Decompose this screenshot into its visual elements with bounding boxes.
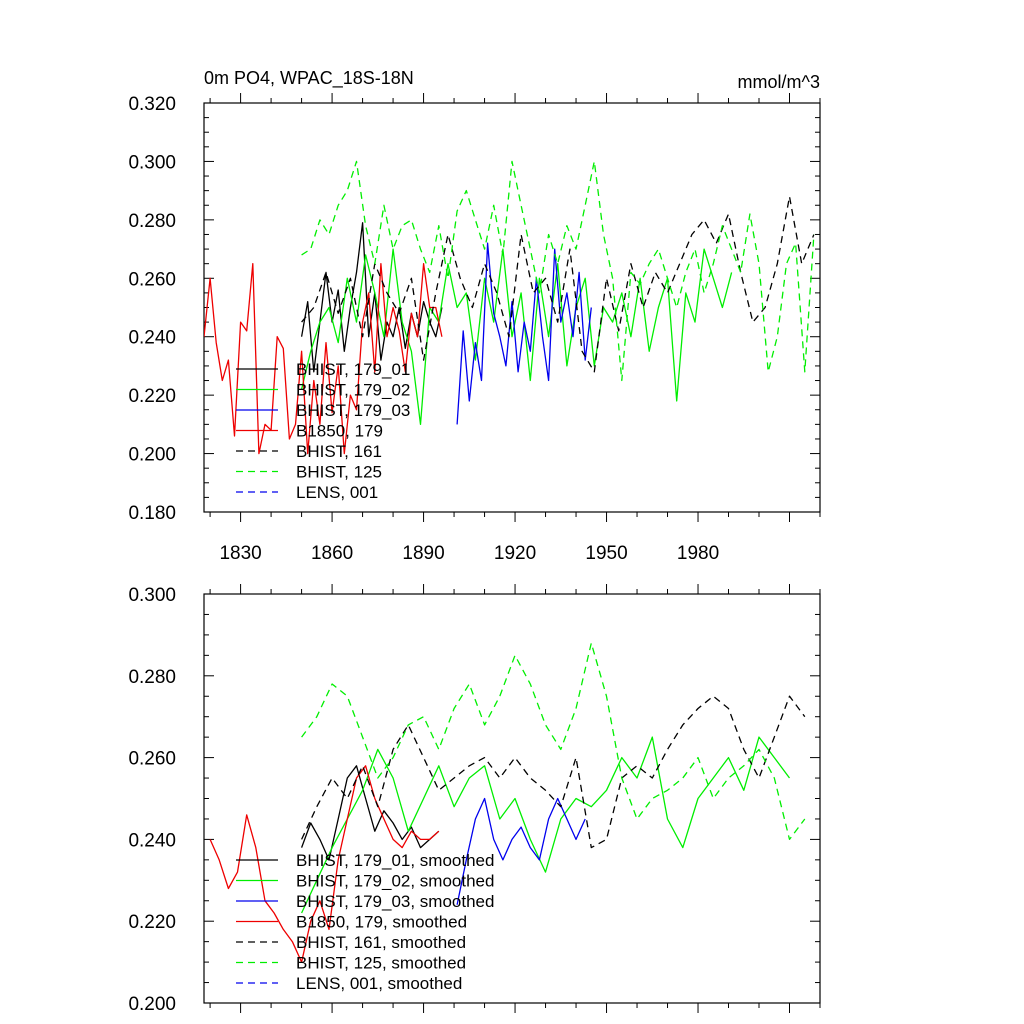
legend-label: B1850, 179 (296, 422, 383, 441)
legend-label: BHIST, 179_03 (296, 401, 410, 420)
plot-title: 0m PO4, WPAC_18S-18N (204, 68, 414, 89)
x-tick-label: 1860 (311, 543, 353, 564)
series-line-1 (300, 765, 440, 861)
y-tick-label: 0.220 (128, 912, 176, 933)
series-line-4 (209, 765, 440, 963)
y-tick-label: 0.240 (128, 328, 176, 349)
units-label: mmol/m^3 (738, 72, 820, 92)
x-tick-label: 1950 (585, 543, 627, 564)
x-tick-label: 1920 (494, 543, 536, 564)
x-tick-label: 1890 (402, 543, 444, 564)
bottom-panel: 0.200 0.220 0.240 0.260 0.280 0.300 BHIST, 179… (128, 584, 821, 1015)
legend-label: BHIST, 179_01 (296, 360, 410, 379)
x-tick-label: 1980 (677, 543, 719, 564)
x-tick-label: 1830 (219, 543, 261, 564)
y-tick-label: 0.240 (128, 830, 176, 851)
y-tick-label: 0.180 (128, 503, 176, 524)
series-line-6 (301, 642, 806, 841)
y-tick-label: 0.260 (128, 269, 176, 290)
legend-label: LENS, 001, smoothed (296, 974, 462, 993)
y-tick-label: 0.280 (128, 667, 176, 688)
y-tick-label: 0.200 (128, 445, 176, 466)
series-line-3 (456, 797, 586, 905)
y-tick-label: 0.300 (128, 152, 176, 173)
legend-label: BHIST, 161, smoothed (296, 933, 466, 952)
series-line-5 (301, 695, 806, 849)
series-line-3 (456, 242, 592, 425)
y-tick-label: 0.280 (128, 211, 176, 232)
legend-label: BHIST, 179_02 (296, 381, 410, 400)
legend-label: BHIST, 179_03, smoothed (296, 892, 494, 911)
series-line-6 (301, 160, 815, 382)
legend-label: BHIST, 179_01, smoothed (296, 851, 494, 870)
y-tick-label: 0.260 (128, 749, 176, 770)
y-tick-label: 0.320 (128, 94, 176, 115)
y-tick-label: 0.300 (128, 585, 176, 606)
series-line-2 (300, 248, 733, 426)
series-line-5 (301, 195, 815, 373)
legend-label: LENS, 001 (296, 483, 378, 502)
y-tick-label: 0.220 (128, 386, 176, 407)
top-panel: 0.180 0.200 0.220 0.240 0.260 0.280 0.300 0.320… (128, 93, 821, 564)
y-tick-label: 0.200 (128, 994, 176, 1015)
legend-label: BHIST, 125 (296, 463, 382, 482)
legend-label: BHIST, 161 (296, 442, 382, 461)
legend-label: BHIST, 179_02, smoothed (296, 872, 494, 891)
series-line-4 (204, 263, 443, 455)
legend-label: B1850, 179, smoothed (296, 913, 467, 932)
legend-label: BHIST, 125, smoothed (296, 954, 466, 973)
